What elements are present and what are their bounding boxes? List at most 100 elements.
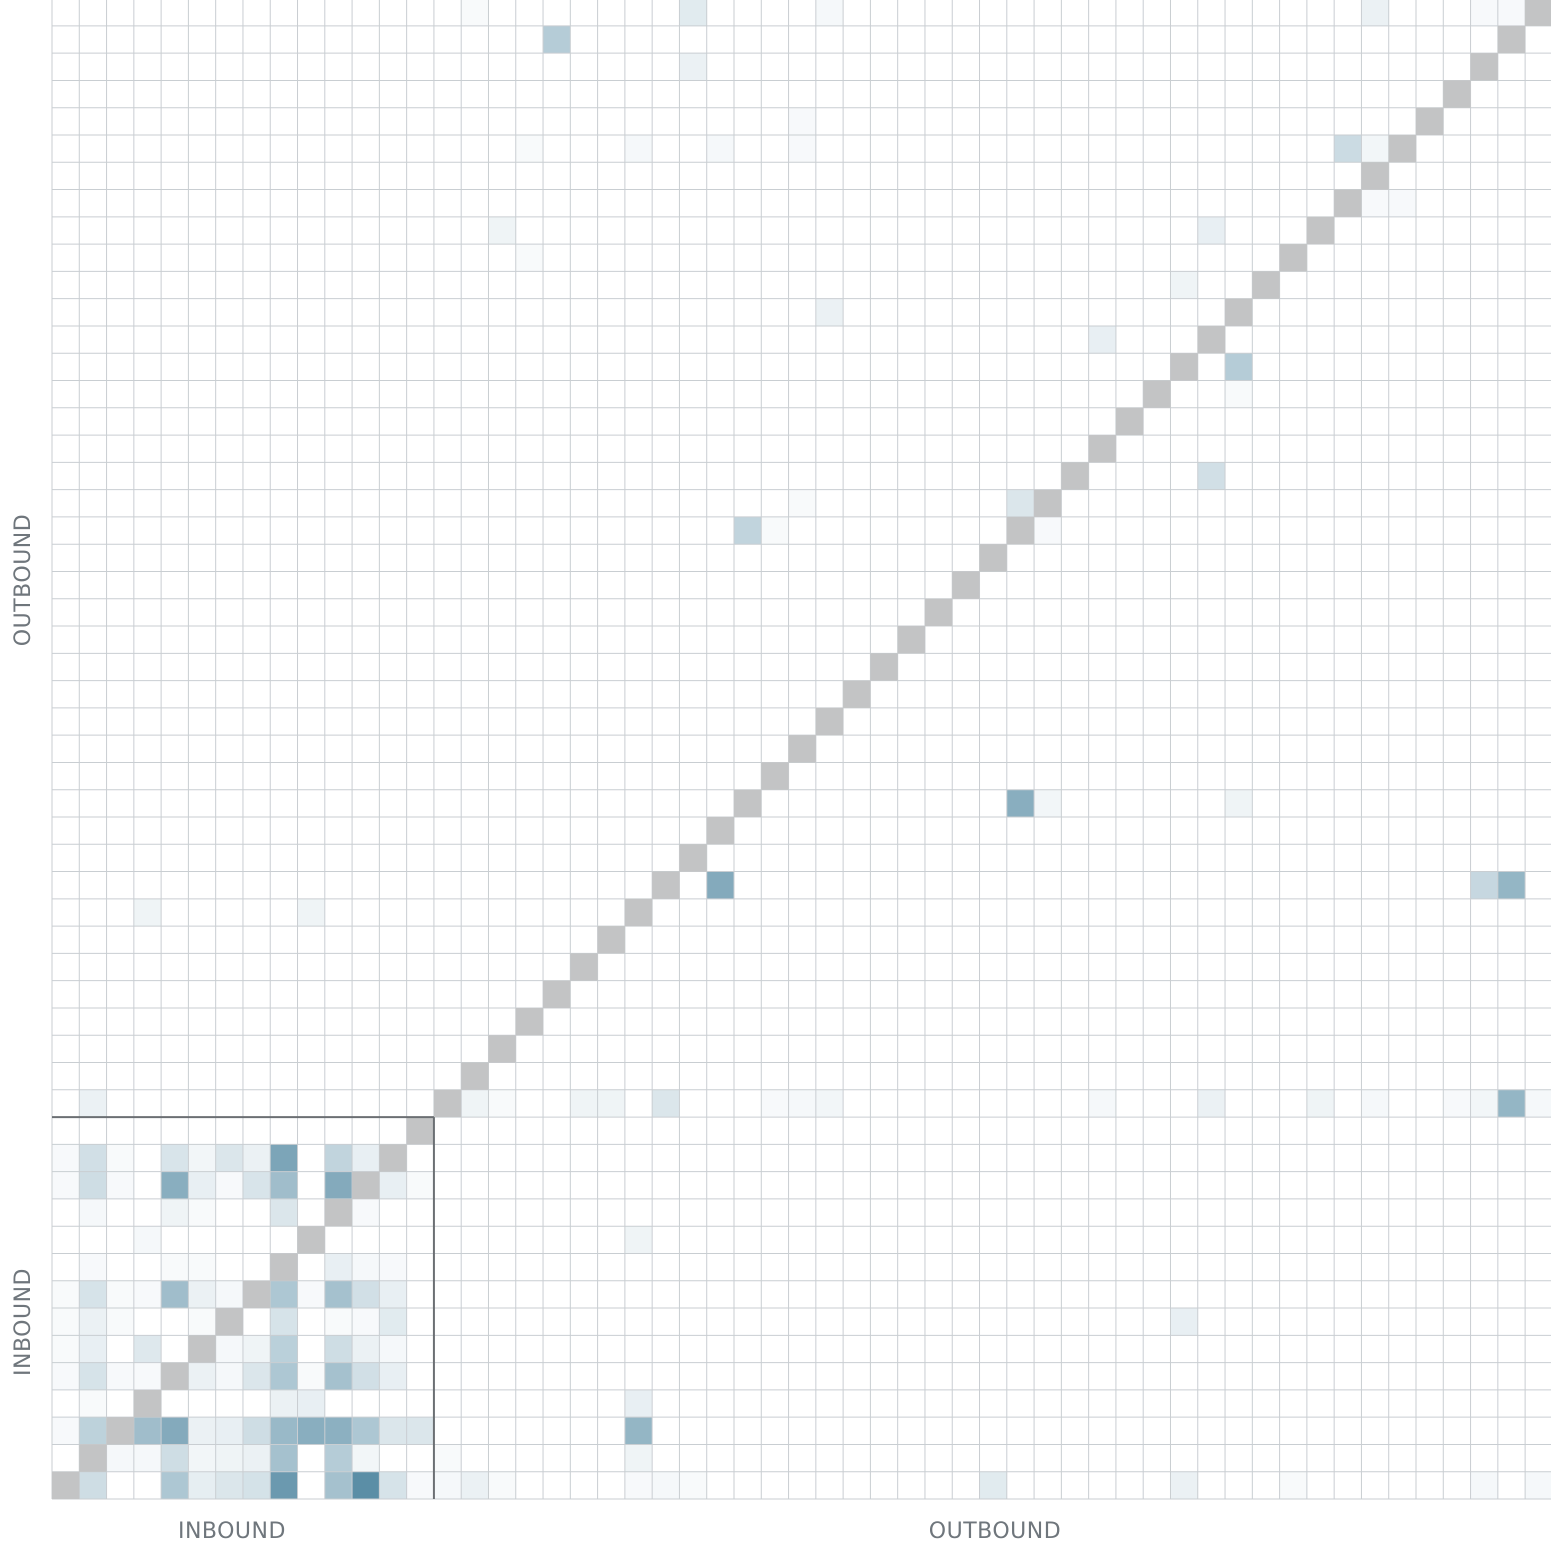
matrix-cell <box>1034 789 1062 817</box>
matrix-cell <box>1388 189 1416 217</box>
matrix-cell <box>1225 353 1253 381</box>
matrix-cell <box>1470 0 1498 26</box>
diagonal-cell <box>133 1389 162 1418</box>
matrix-cell <box>270 1171 298 1199</box>
matrix-cell <box>79 1308 107 1336</box>
diagonal-cell <box>761 762 789 790</box>
diagonal-cell <box>242 1280 271 1309</box>
matrix-cell <box>52 1417 80 1445</box>
diagonal-cell <box>1525 0 1551 26</box>
diagonal-cell <box>1225 298 1253 326</box>
matrix-cell <box>215 1471 243 1499</box>
matrix-cell <box>379 1253 407 1281</box>
matrix-cell <box>242 1417 271 1445</box>
matrix-cell <box>597 1089 625 1118</box>
matrix-cell <box>133 1444 162 1472</box>
matrix-cell <box>761 516 789 545</box>
matrix-cell <box>188 1280 216 1309</box>
matrix-cell <box>188 1198 216 1227</box>
matrix-cell <box>1197 462 1226 490</box>
diagonal-cell <box>597 926 625 954</box>
matrix-cell <box>106 1362 134 1390</box>
matrix-cell <box>270 1362 298 1390</box>
matrix-cell <box>1443 1089 1471 1118</box>
diagonal-cell <box>215 1308 243 1336</box>
matrix-cell <box>433 1471 462 1499</box>
matrix-cell <box>297 1389 325 1418</box>
diagonal-cell <box>52 1471 80 1499</box>
matrix-cell <box>1006 789 1035 817</box>
matrix-cell <box>215 1144 243 1172</box>
matrix-cell <box>106 1144 134 1172</box>
matrix-cell <box>624 1226 653 1254</box>
diagonal-cell <box>1470 53 1498 81</box>
matrix-cell <box>352 1471 380 1499</box>
matrix-cell <box>788 135 816 163</box>
matrix-cell <box>79 1198 107 1227</box>
diagonal-cell <box>1306 216 1335 245</box>
cells-layer <box>52 0 1551 1499</box>
matrix-cell <box>461 1471 489 1499</box>
matrix-cell <box>215 1417 243 1445</box>
matrix-cell <box>788 107 816 135</box>
matrix-cell <box>788 489 816 517</box>
matrix-cell <box>1470 1471 1498 1499</box>
matrix-cell <box>52 1335 80 1363</box>
matrix-cell <box>815 0 844 26</box>
matrix-cell <box>161 1280 189 1309</box>
matrix-cell <box>379 1362 407 1390</box>
matrix-cell <box>1279 1471 1307 1499</box>
matrix-cell <box>1197 216 1226 245</box>
matrix-cell <box>161 1171 189 1199</box>
matrix-cell <box>352 1417 380 1445</box>
matrix-cell <box>188 1362 216 1390</box>
x-axis-label-inbound: INBOUND <box>178 1519 286 1544</box>
matrix-cell <box>352 1144 380 1172</box>
diagonal-cell <box>161 1362 189 1390</box>
matrix-cell <box>515 244 544 272</box>
matrix-cell <box>215 1335 243 1363</box>
diagonal-cell <box>106 1417 134 1445</box>
diagonal-cell <box>652 871 680 899</box>
matrix-cell <box>734 516 762 545</box>
matrix-cell <box>352 1308 380 1336</box>
matrix-cell <box>1470 1089 1498 1118</box>
diagonal-cell <box>1034 489 1062 517</box>
matrix-cell <box>161 1471 189 1499</box>
matrix-cell <box>406 1171 434 1199</box>
diagonal-cell <box>1361 162 1389 190</box>
matrix-cell <box>1225 380 1253 408</box>
diagonal-layer <box>52 0 1551 1499</box>
diagonal-cell <box>1443 80 1471 108</box>
matrix-cell <box>242 1362 271 1390</box>
diagonal-cell <box>1115 407 1144 436</box>
diagonal-cell <box>188 1335 216 1363</box>
diagonal-cell <box>406 1117 434 1145</box>
matrix-cell <box>79 1471 107 1499</box>
matrix-cell <box>79 1389 107 1418</box>
matrix-cell <box>106 1171 134 1199</box>
matrix-cell <box>270 1308 298 1336</box>
matrix-cell <box>652 1471 680 1499</box>
diagonal-cell <box>1088 435 1116 463</box>
matrix-cell <box>1525 1089 1551 1118</box>
matrix-cell <box>1334 135 1362 163</box>
matrix-cell <box>652 1089 680 1118</box>
diagonal-cell <box>979 544 1007 572</box>
matrix-cell <box>270 1335 298 1363</box>
matrix-cell <box>624 1389 653 1418</box>
diagonal-cell <box>1197 325 1226 354</box>
matrix-cell <box>379 1335 407 1363</box>
diagonal-cell <box>488 1035 516 1063</box>
matrix-cell <box>79 1144 107 1172</box>
matrix-cell <box>324 1308 353 1336</box>
diagonal-cell <box>1143 380 1171 408</box>
matrix-cell <box>1470 871 1498 899</box>
diagonal-cell <box>515 1007 544 1036</box>
matrix-cell <box>488 1089 516 1118</box>
matrix-cell <box>352 1335 380 1363</box>
matrix-cell <box>1361 135 1389 163</box>
matrix-cell <box>52 1171 80 1199</box>
diagonal-cell <box>570 953 598 981</box>
